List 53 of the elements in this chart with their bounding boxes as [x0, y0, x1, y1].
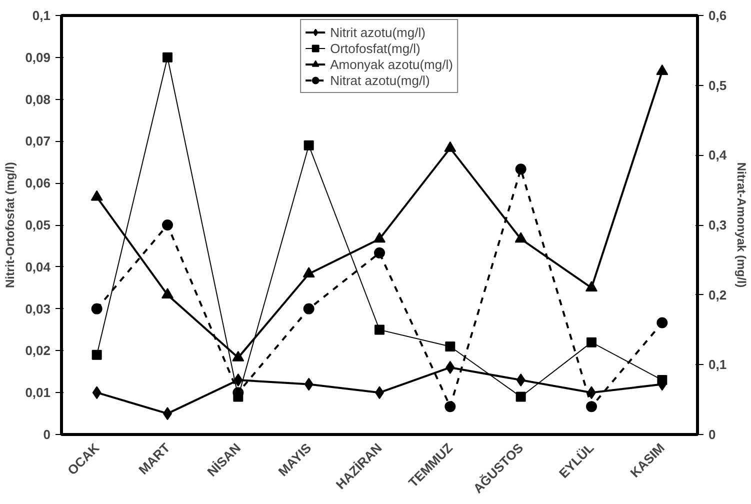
- point: [92, 386, 102, 400]
- y2-tick-label: 0,2: [708, 287, 727, 302]
- y-axis-title: Nitrit-Ortofosfat (mg/l): [3, 162, 18, 288]
- y2-tick-label: 0,5: [708, 78, 727, 93]
- legend-label: Nitrit azotu(mg/l): [330, 24, 426, 40]
- y2-tick-label: 0,1: [708, 357, 727, 372]
- y2-tick-label: 0,4: [708, 148, 728, 163]
- point: [445, 342, 456, 352]
- legend-label: Ortofosfat(mg/l): [330, 40, 420, 56]
- y-tick-label: 0: [43, 427, 51, 442]
- point: [232, 350, 244, 362]
- point: [516, 392, 526, 402]
- y-tick-label: 0,01: [25, 385, 51, 400]
- point: [374, 232, 386, 243]
- legend-label: Amonyak azotu(mg/l): [330, 56, 453, 72]
- y-tick-label: 0,03: [25, 301, 51, 316]
- point: [515, 164, 526, 175]
- point: [444, 401, 456, 412]
- point: [92, 350, 102, 360]
- point: [586, 401, 597, 412]
- point: [304, 140, 314, 150]
- y2-tick-label: 0: [708, 427, 716, 442]
- point: [446, 360, 455, 374]
- point: [162, 52, 172, 62]
- y-tick-label: 0,07: [25, 134, 51, 149]
- point: [91, 303, 102, 314]
- point: [656, 64, 668, 76]
- y-tick-label: 0,1: [32, 8, 51, 23]
- y-tick-label: 0,04: [25, 259, 52, 274]
- point: [303, 303, 314, 314]
- y-tick-label: 0,05: [25, 218, 51, 232]
- point: [586, 337, 596, 348]
- point: [304, 378, 314, 391]
- y-tick-label: 0,02: [25, 343, 51, 358]
- point: [444, 141, 456, 152]
- point: [302, 267, 315, 278]
- point: [586, 281, 598, 292]
- y-tick-label: 0,09: [25, 50, 51, 65]
- point: [90, 190, 103, 201]
- point: [514, 232, 527, 243]
- point: [374, 324, 384, 335]
- point: [656, 317, 668, 328]
- y2-tick-label: 0,6: [708, 8, 727, 23]
- y2-tick-label: 0,3: [708, 218, 727, 232]
- y2-axis-title: Nitrat-Amonyak (mg/l): [734, 162, 749, 288]
- point: [516, 374, 526, 387]
- point: [374, 247, 385, 258]
- y-tick-label: 0,08: [25, 92, 51, 107]
- point: [162, 288, 174, 299]
- y-tick-label: 0,06: [25, 176, 51, 191]
- point: [234, 374, 243, 387]
- legend-label: Nitrat azotu(mg/l): [330, 72, 430, 88]
- point: [162, 220, 173, 230]
